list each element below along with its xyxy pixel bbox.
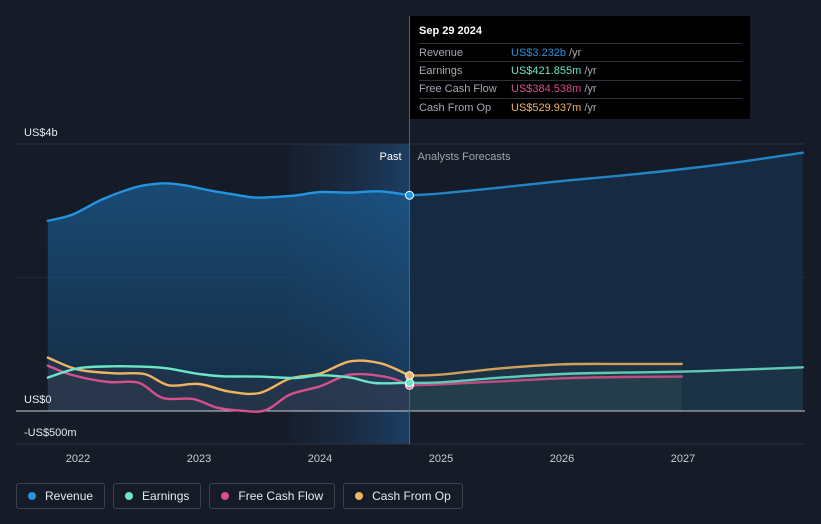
tooltip-label: Earnings bbox=[419, 64, 463, 77]
region-label-forecast: Analysts Forecasts bbox=[418, 151, 511, 163]
revenue-line-forecast bbox=[408, 151, 804, 197]
tooltip-unit: /yr bbox=[569, 46, 582, 59]
legend-item-free-cash-flow[interactable]: Free Cash Flow bbox=[209, 483, 336, 509]
cash-from-op-area-forecast bbox=[409, 363, 682, 411]
x-tick-label: 2022 bbox=[66, 453, 90, 465]
tooltip-value: US$421.855m bbox=[511, 64, 582, 77]
legend-label: Free Cash Flow bbox=[238, 489, 324, 503]
cash-from-op-line-past bbox=[46, 356, 411, 396]
x-tick-label: 2023 bbox=[187, 453, 211, 465]
tooltip-value: US$529.937m bbox=[511, 101, 582, 114]
tooltip-unit: /yr bbox=[584, 64, 597, 77]
tooltip-value: US$384.538m bbox=[511, 83, 582, 96]
tooltip-label: Cash From Op bbox=[419, 101, 492, 114]
tooltip-label: Free Cash Flow bbox=[419, 83, 497, 96]
legend: Revenue Earnings Free Cash Flow Cash Fro… bbox=[16, 483, 463, 509]
y-tick-label: US$4b bbox=[24, 127, 58, 139]
earnings-area-past bbox=[47, 366, 410, 411]
legend-label: Revenue bbox=[45, 489, 94, 503]
tooltip-unit: /yr bbox=[584, 101, 597, 114]
region-label-past: Past bbox=[380, 151, 402, 163]
x-tick-label: 2027 bbox=[671, 453, 695, 465]
revenue-area-past bbox=[47, 183, 410, 411]
legend-item-cash-from-op[interactable]: Cash From Op bbox=[343, 483, 463, 509]
y-tick-label: -US$500m bbox=[24, 427, 77, 439]
y-tick-label: US$0 bbox=[24, 394, 52, 406]
legend-label: Earnings bbox=[142, 489, 190, 503]
tooltip-row-free-cash-flow: Free Cash Flow US$384.538m /yr bbox=[419, 79, 742, 98]
x-tick-label: 2024 bbox=[308, 453, 332, 465]
legend-dot-icon bbox=[28, 492, 36, 500]
legend-dot-icon bbox=[125, 492, 134, 500]
x-tick-label: 2025 bbox=[429, 453, 453, 465]
tooltip-unit: /yr bbox=[584, 83, 597, 96]
tooltip-label: Revenue bbox=[419, 46, 464, 59]
free-cash-flow-area-past bbox=[47, 365, 410, 412]
free-cash-flow-line-forecast bbox=[408, 375, 683, 387]
cash-from-op-area-past bbox=[47, 357, 410, 411]
x-tick-label: 2026 bbox=[550, 453, 574, 465]
free-cash-flow-area-forecast bbox=[409, 376, 682, 411]
cash-from-op-line-forecast bbox=[408, 362, 683, 377]
legend-dot-icon bbox=[355, 492, 364, 500]
legend-dot-icon bbox=[221, 492, 230, 500]
earnings-marker bbox=[405, 378, 415, 388]
tooltip-row-revenue: Revenue US$3.232b /yr bbox=[419, 43, 742, 61]
tooltip-row-earnings: Earnings US$421.855m /yr bbox=[419, 61, 742, 79]
legend-item-earnings[interactable]: Earnings bbox=[113, 483, 202, 509]
tooltip-date: Sep 29 2024 bbox=[419, 25, 482, 37]
revenue-marker bbox=[405, 190, 415, 200]
tooltip-row-cash-from-op: Cash From Op US$529.937m /yr bbox=[419, 97, 742, 116]
earnings-line-past bbox=[46, 365, 411, 385]
earnings-line-forecast bbox=[408, 366, 804, 385]
legend-label: Cash From Op bbox=[372, 489, 451, 503]
tooltip-value: US$3.232b bbox=[511, 46, 567, 59]
chart-area: Past Analysts Forecasts US$4b US$0 -US$500m 2… bbox=[16, 16, 805, 465]
legend-item-revenue[interactable]: Revenue bbox=[16, 483, 106, 509]
revenue-line-past bbox=[46, 182, 411, 222]
tooltip: Sep 29 2024 Revenue US$3.232b /yr Earnin… bbox=[410, 16, 750, 119]
free-cash-flow-line-past bbox=[46, 364, 411, 413]
revenue-area-forecast bbox=[409, 152, 803, 411]
